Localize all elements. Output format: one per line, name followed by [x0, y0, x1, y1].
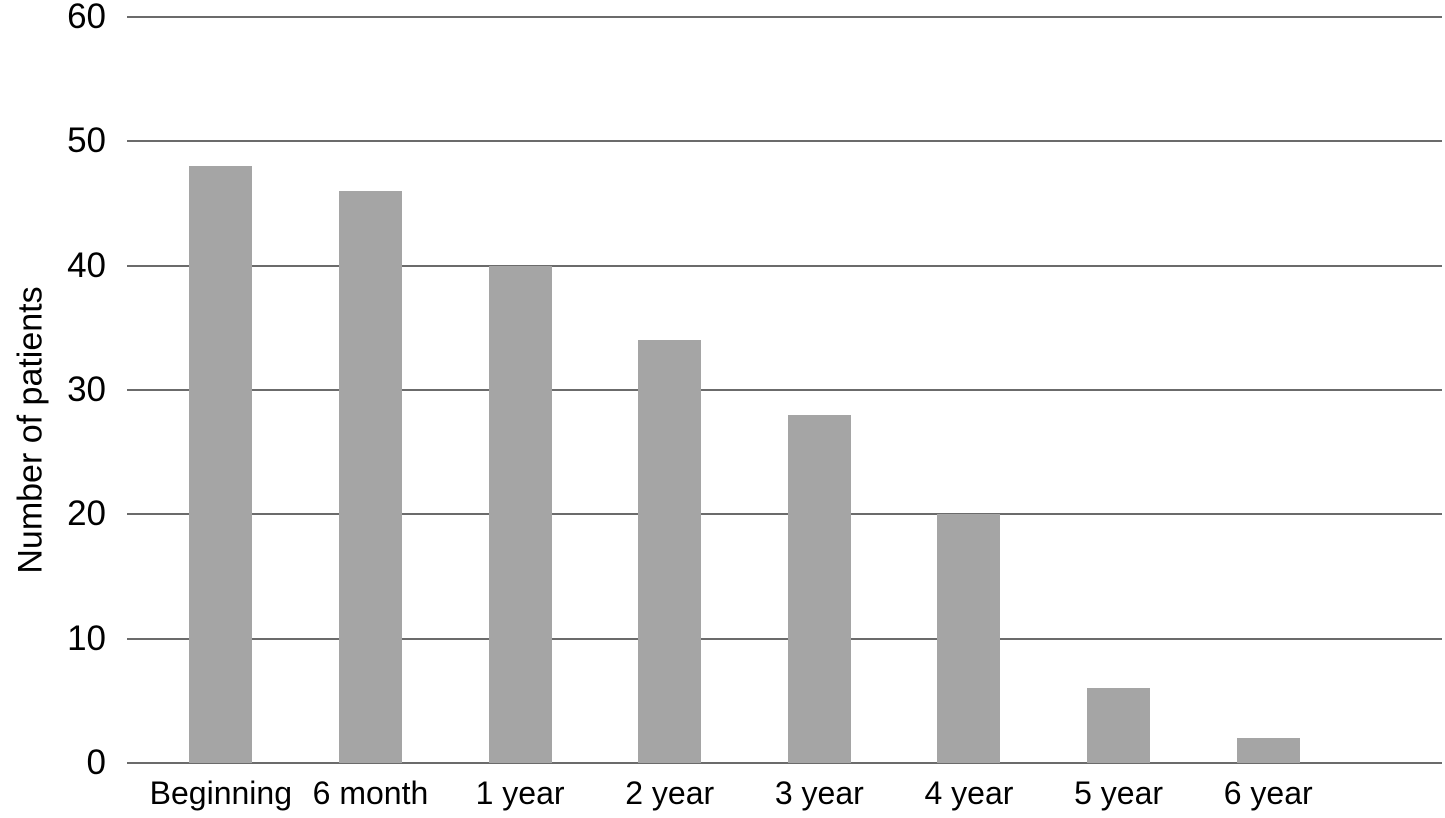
x-tick-label: Beginning: [149, 775, 292, 811]
x-tick-label: 6 month: [312, 775, 429, 811]
bar-slot: [146, 17, 296, 763]
y-tick-label: 20: [67, 494, 106, 534]
gridline: [127, 16, 1442, 18]
gridline: [127, 140, 1442, 143]
bar: [1236, 738, 1300, 763]
bars-container: [146, 17, 1343, 763]
x-tick-label: 4 year: [924, 775, 1014, 811]
bar-slot: [595, 17, 745, 763]
bar: [1087, 688, 1151, 763]
gridline: [127, 513, 1442, 516]
x-tick-label: 6 year: [1223, 775, 1313, 811]
y-tick-label: 40: [67, 245, 106, 285]
bar-slot: [894, 17, 1044, 763]
bar: [638, 340, 702, 763]
x-tick-label: 2 year: [625, 775, 715, 811]
y-tick-label: 10: [67, 618, 106, 658]
bar: [937, 514, 1001, 763]
gridline: [127, 637, 1442, 640]
bar: [787, 414, 851, 763]
x-axis-line: [127, 762, 1442, 764]
x-tick-label: 1 year: [475, 775, 565, 811]
x-axis-tick-labels: Beginning 6 month 1 year 2 year 3 year 4 year…: [146, 774, 1343, 812]
gridline: [127, 389, 1442, 391]
bar: [189, 166, 253, 763]
y-tick-label: 30: [67, 370, 106, 409]
y-tick-label: 0: [86, 743, 106, 782]
bar-slot: [1044, 17, 1194, 763]
x-tick-label: 3 year: [774, 775, 864, 811]
y-tick-label: 60: [67, 0, 106, 36]
plot-area: [127, 16, 1442, 764]
bar-slot: [1193, 17, 1343, 763]
x-tick-label: 5 year: [1074, 775, 1164, 811]
y-tick-label: 50: [67, 121, 106, 161]
bar: [488, 265, 552, 763]
gridline: [127, 264, 1442, 267]
bar-slot: [745, 17, 895, 763]
bar-slot: [445, 17, 595, 763]
bar-slot: [296, 17, 446, 763]
bar: [338, 191, 402, 763]
